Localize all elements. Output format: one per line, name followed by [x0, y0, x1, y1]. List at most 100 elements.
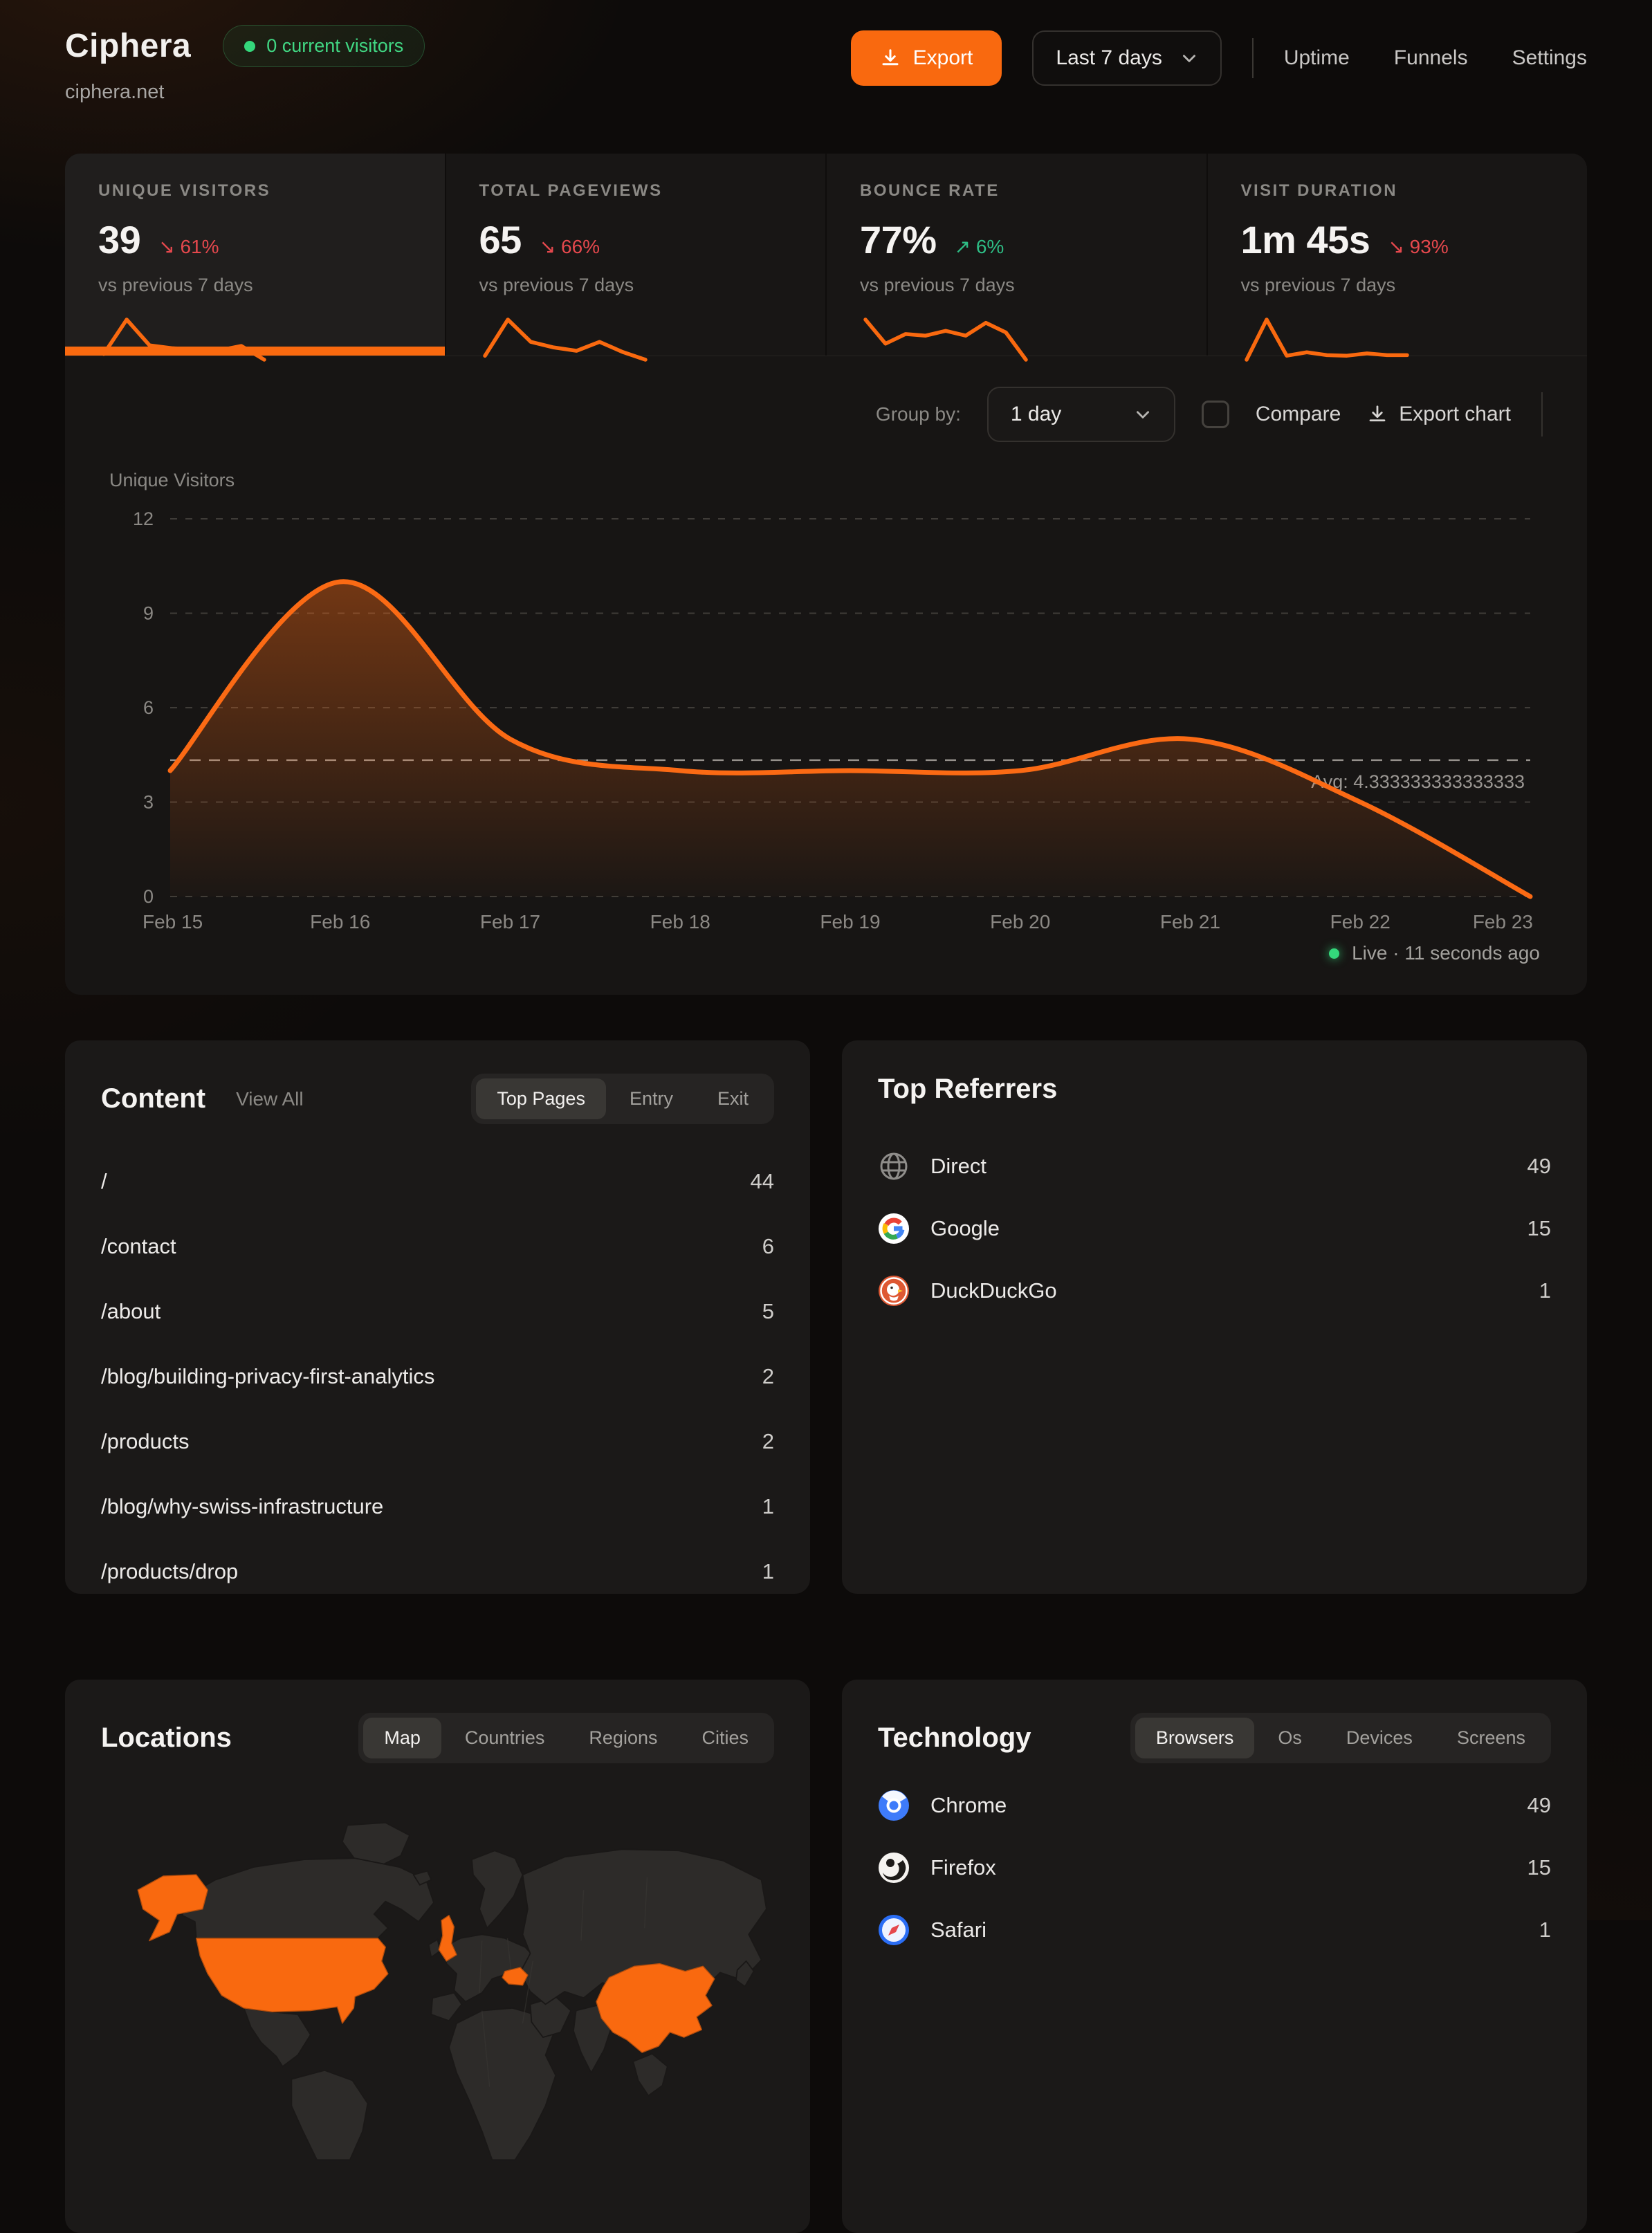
content-card: Content View All Top Pages Entry Exit /44/… — [65, 1040, 810, 1594]
svg-text:Feb 22: Feb 22 — [1330, 911, 1391, 932]
current-visitors-badge[interactable]: 0 current visitors — [223, 25, 425, 67]
tab-map[interactable]: Map — [363, 1718, 441, 1758]
world-map[interactable] — [101, 1784, 774, 2199]
map-china-highlight — [596, 1963, 715, 2053]
svg-text:9: 9 — [143, 603, 154, 624]
tab-os[interactable]: Os — [1278, 1727, 1302, 1748]
list-item[interactable]: Google 15 — [878, 1197, 1551, 1260]
list-item[interactable]: /products 2 — [101, 1409, 774, 1474]
list-item[interactable]: / 44 — [101, 1149, 774, 1214]
technology-card: Technology Browsers Os Devices Screens Chro… — [842, 1680, 1587, 2233]
browsers-list: Chrome 49 Firefox 15 Safari 1 — [878, 1774, 1551, 1961]
page-count: 5 — [762, 1299, 774, 1323]
chrome-icon — [878, 1790, 910, 1821]
technology-tabs: Browsers Os Devices Screens — [1130, 1713, 1551, 1763]
chart-controls: Group by: 1 day Compare Export chart — [109, 387, 1543, 442]
item-label: Safari — [930, 1918, 986, 1942]
stat-label: TOTAL PAGEVIEWS — [479, 181, 663, 200]
technology-title: Technology — [878, 1722, 1031, 1753]
stat-total-pageviews[interactable]: TOTAL PAGEVIEWS 65 ↘ 66% vs previous 7 d… — [446, 154, 825, 362]
list-item[interactable]: Firefox 15 — [878, 1837, 1551, 1899]
map-usa-highlight — [196, 1938, 389, 2024]
map-canada — [181, 1857, 434, 1939]
list-item[interactable]: /contact 6 — [101, 1214, 774, 1279]
stat-compare-label: vs previous 7 days — [479, 275, 634, 295]
stat-bounce-rate[interactable]: BOUNCE RATE 77% ↗ 6% vs previous 7 days — [827, 154, 1206, 362]
tab-top-pages[interactable]: Top Pages — [476, 1078, 606, 1119]
list-item[interactable]: /products/drop 1 — [101, 1539, 774, 1594]
list-item[interactable]: /blog/why-swiss-infrastructure 1 — [101, 1474, 774, 1539]
export-chart-button[interactable]: Export chart — [1367, 403, 1511, 426]
group-by-value: 1 day — [1010, 403, 1062, 425]
list-item[interactable]: Chrome 49 — [878, 1774, 1551, 1837]
live-status: Live · 11 seconds ago — [109, 938, 1543, 971]
chevron-down-icon — [1136, 411, 1149, 419]
date-range-select[interactable]: Last 7 days — [1032, 30, 1222, 86]
tab-browsers[interactable]: Browsers — [1135, 1718, 1255, 1758]
list-item[interactable]: Safari 1 — [878, 1899, 1551, 1961]
tab-cities[interactable]: Cities — [701, 1727, 749, 1748]
page-path: /about — [101, 1299, 161, 1323]
item-label: Chrome — [930, 1793, 1007, 1817]
tab-entry[interactable]: Entry — [629, 1088, 673, 1109]
header: Ciphera 0 current visitors ciphera.net E… — [65, 25, 1587, 129]
live-dot-icon — [1329, 948, 1340, 959]
download-icon — [1369, 405, 1386, 422]
nav-settings[interactable]: Settings — [1512, 46, 1587, 69]
main-chart[interactable]: 0 3 6 9 12 Avg: 4.333333333333333 Feb 15 Feb 16… — [109, 495, 1543, 938]
tab-regions[interactable]: Regions — [589, 1727, 658, 1748]
list-item[interactable]: DuckDuckGo 1 — [878, 1260, 1551, 1322]
map-south-america — [291, 2069, 369, 2161]
item-label: Firefox — [930, 1855, 996, 1880]
safari-icon — [878, 1914, 910, 1946]
stat-compare-label: vs previous 7 days — [1240, 275, 1396, 295]
tab-countries[interactable]: Countries — [464, 1727, 545, 1748]
stat-delta: ↘ 66% — [539, 236, 600, 257]
stat-label: UNIQUE VISITORS — [98, 181, 271, 200]
tab-exit[interactable]: Exit — [717, 1088, 749, 1109]
stat-compare-label: vs previous 7 days — [98, 275, 253, 295]
chevron-down-icon — [1182, 55, 1195, 62]
page-count: 2 — [762, 1364, 774, 1388]
list-item[interactable]: /about 5 — [101, 1279, 774, 1344]
tab-screens[interactable]: Screens — [1456, 1727, 1525, 1748]
list-item[interactable]: Direct 49 — [878, 1135, 1551, 1197]
sparkline-chart — [863, 318, 1028, 362]
export-button[interactable]: Export — [850, 30, 1002, 86]
nav-uptime[interactable]: Uptime — [1283, 46, 1350, 69]
map-southeast-asia — [632, 2053, 668, 2097]
list-item[interactable]: /blog/building-privacy-first-analytics 2 — [101, 1344, 774, 1409]
nav-funnels[interactable]: Funnels — [1393, 46, 1468, 69]
compare-checkbox[interactable] — [1201, 401, 1229, 428]
export-chart-label: Export chart — [1399, 403, 1511, 425]
brand-block: Ciphera 0 current visitors ciphera.net — [65, 25, 425, 104]
item-label: DuckDuckGo — [930, 1278, 1057, 1303]
item-label: Google — [930, 1216, 1000, 1240]
page-path: /blog/why-swiss-infrastructure — [101, 1494, 384, 1518]
svg-text:Feb 18: Feb 18 — [650, 911, 710, 932]
top-referrers-card: Top Referrers Direct 49 Google 15 DuckDuckGo… — [842, 1040, 1587, 1594]
view-all-link[interactable]: View All — [236, 1087, 304, 1110]
stat-unique-visitors[interactable]: UNIQUE VISITORS 39 ↘ 61% vs previous 7 d… — [65, 154, 445, 362]
stat-delta: ↘ 61% — [158, 236, 219, 257]
stat-delta: ↘ 93% — [1388, 236, 1449, 257]
map-ireland — [428, 1938, 441, 1958]
stat-visit-duration[interactable]: VISIT DURATION 1m 45s ↘ 93% vs previous … — [1207, 154, 1587, 362]
map-mexico — [243, 2007, 311, 2068]
compare-label: Compare — [1255, 403, 1341, 425]
page-path: /blog/building-privacy-first-analytics — [101, 1364, 435, 1388]
page-count: 2 — [762, 1429, 774, 1453]
stat-value: 1m 45s — [1240, 218, 1370, 261]
tab-devices[interactable]: Devices — [1346, 1727, 1413, 1748]
group-by-select[interactable]: 1 day — [986, 387, 1175, 442]
duckduckgo-icon — [878, 1275, 910, 1307]
export-label: Export — [912, 46, 973, 69]
download-icon — [882, 49, 899, 66]
map-uk-highlight — [438, 1915, 457, 1962]
overview-card: UNIQUE VISITORS 39 ↘ 61% vs previous 7 d… — [65, 154, 1587, 995]
sparkline-chart — [1244, 318, 1409, 362]
stats-tabs: UNIQUE VISITORS 39 ↘ 61% vs previous 7 d… — [65, 154, 1587, 362]
group-by-label: Group by: — [875, 403, 961, 425]
middle-cards-row: Content View All Top Pages Entry Exit /44/… — [65, 1040, 1587, 1594]
page-count: 1 — [762, 1494, 774, 1518]
